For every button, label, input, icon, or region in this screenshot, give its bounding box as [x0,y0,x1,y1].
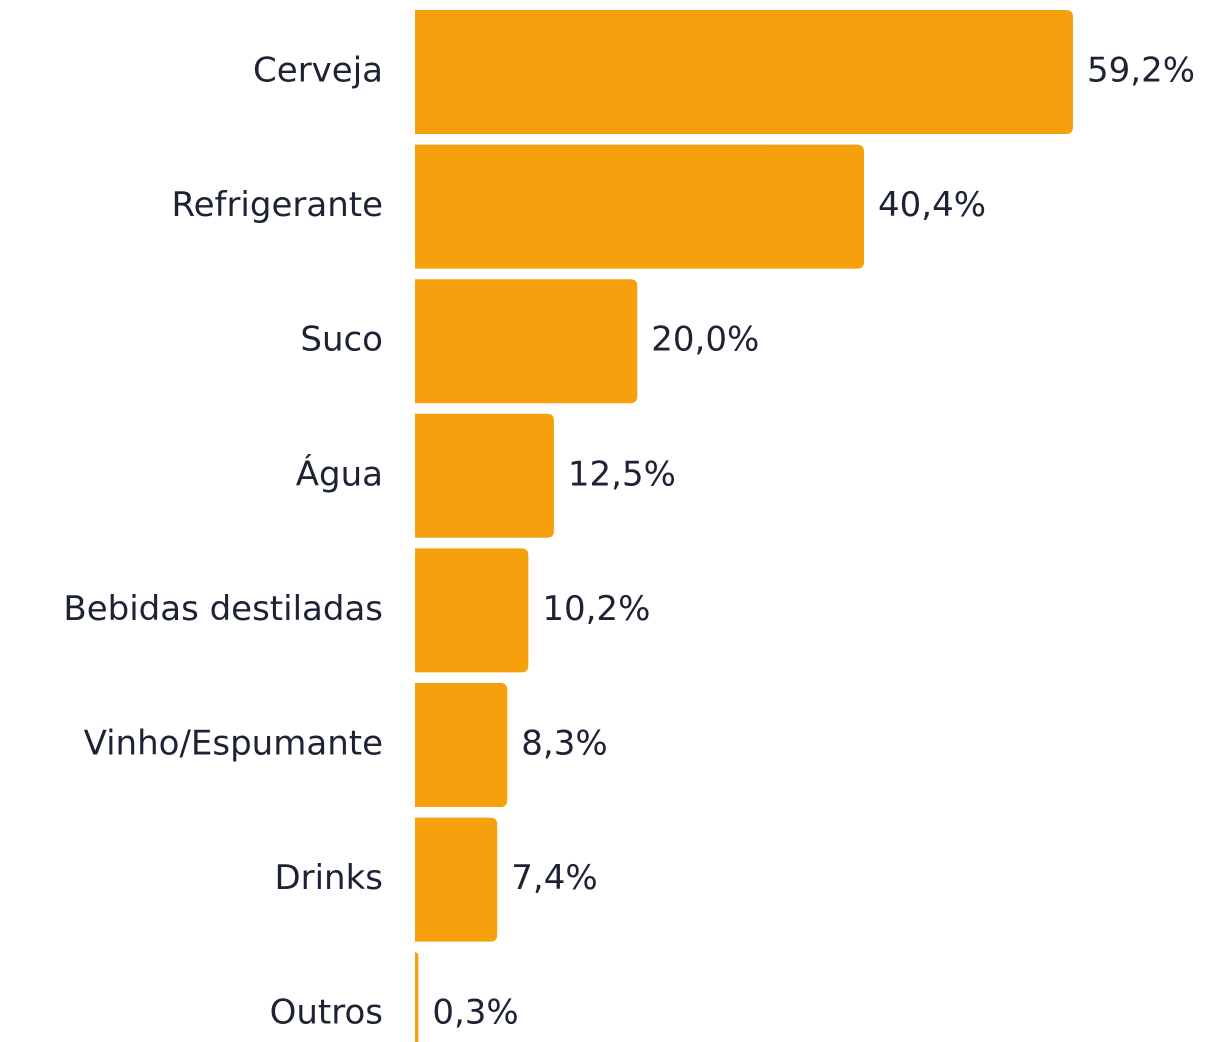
value-label: 20,0% [651,320,759,360]
value-label: 0,3% [432,993,518,1033]
category-label: Refrigerante [171,185,383,225]
value-label: 8,3% [521,724,607,764]
category-label: Suco [300,320,383,360]
bar [415,952,419,1042]
value-label: 12,5% [568,454,676,494]
value-label: 40,4% [878,185,986,225]
bar [415,144,865,269]
value-label: 7,4% [511,858,597,898]
value-label: 10,2% [542,589,650,629]
category-label: Drinks [274,858,383,898]
category-label: Vinho/Espumante [84,724,383,764]
bar [415,279,638,404]
category-label: Cerveja [253,51,383,91]
bar [415,413,554,538]
category-label: Bebidas destiladas [63,589,383,629]
category-label: Água [296,453,383,494]
bar [415,817,498,942]
value-label: 59,2% [1087,51,1195,91]
bar [415,10,1073,134]
category-label: Outros [270,993,383,1033]
bar [415,683,508,807]
bar [415,548,529,673]
